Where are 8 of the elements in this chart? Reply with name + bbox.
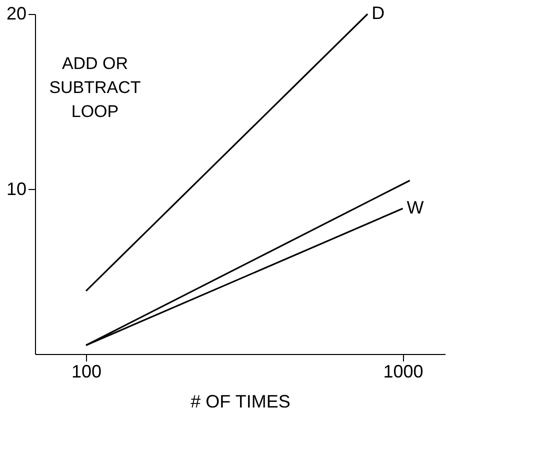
x-tick-label: 100 bbox=[72, 362, 102, 382]
x-tick-label: 1000 bbox=[383, 362, 424, 382]
annotation: ADD OR SUBTRACT LOOP bbox=[49, 54, 141, 121]
y-tick-label: 10 bbox=[6, 178, 26, 199]
x-axis-title: # OF TIMES bbox=[190, 392, 290, 412]
series-label: D bbox=[372, 3, 385, 23]
series-label: W bbox=[406, 198, 424, 218]
y-tick-label: 20 bbox=[6, 4, 26, 24]
